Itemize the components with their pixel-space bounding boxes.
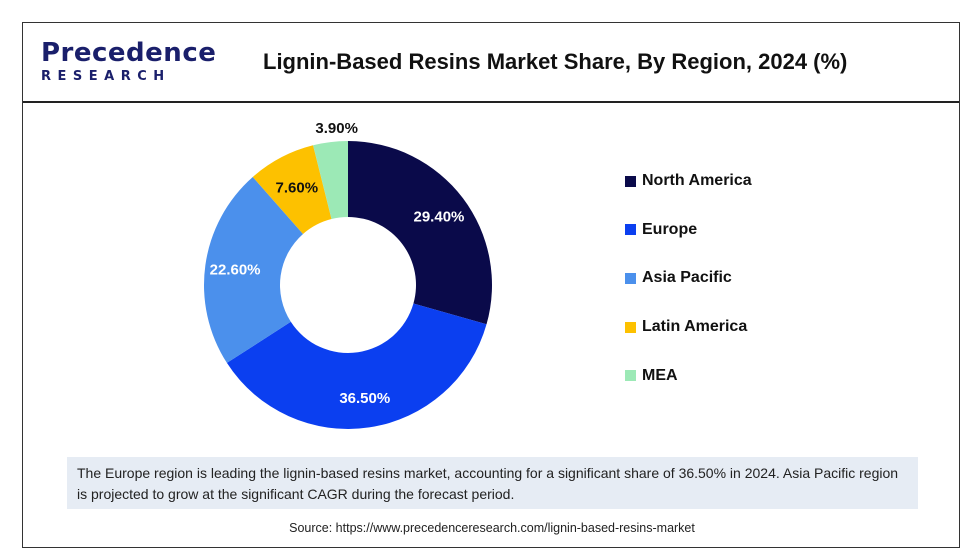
legend-swatch [625, 272, 636, 284]
legend-item-asia-pacific: Asia Pacific [625, 268, 752, 288]
slice-north-america [348, 141, 492, 325]
legend-swatch [625, 224, 636, 236]
data-label-north-america: 29.40% [414, 208, 465, 225]
legend-item-europe: Europe [625, 220, 752, 240]
header: Precedence RESEARCH Lignin-Based Resins … [23, 23, 959, 103]
slice-latin-america [252, 145, 332, 234]
chart-title: Lignin-Based Resins Market Share, By Reg… [263, 49, 848, 74]
chart-frame: Precedence RESEARCH Lignin-Based Resins … [22, 22, 960, 548]
slice-asia-pacific [204, 176, 304, 363]
source-text: Source: https://www.precedenceresearch.c… [289, 521, 695, 535]
legend-swatch [625, 175, 636, 187]
brand-logo: Precedence RESEARCH [41, 38, 217, 87]
summary-text: The Europe region is leading the lignin-… [67, 457, 918, 509]
chart-legend: North America Europe Asia Pacific Latin Ame… [625, 171, 752, 414]
legend-item-mea: MEA [625, 366, 752, 386]
donut-chart: 29.40% 36.50% 22.60% 7.60% 3.90% [204, 120, 492, 429]
legend-swatch [625, 321, 636, 333]
data-label-mea: 3.90% [315, 120, 358, 137]
legend-label: Asia Pacific [642, 269, 732, 287]
data-label-asia-pacific: 22.60% [210, 261, 261, 278]
slice-mea [313, 141, 348, 220]
legend-label: Latin America [642, 318, 748, 336]
logo-wordmark: Precedence [41, 38, 217, 68]
legend-label: North America [642, 172, 752, 189]
logo-subtitle: RESEARCH [41, 69, 171, 84]
data-label-latin-america: 7.60% [276, 180, 319, 197]
legend-label: MEA [642, 366, 678, 384]
legend-swatch [625, 370, 636, 382]
data-label-europe: 36.50% [339, 390, 390, 407]
legend-item-latin-america: Latin America [625, 317, 752, 337]
slice-europe [226, 303, 487, 429]
legend-label: Europe [642, 220, 698, 238]
legend-item-north-america: North America [625, 171, 752, 191]
